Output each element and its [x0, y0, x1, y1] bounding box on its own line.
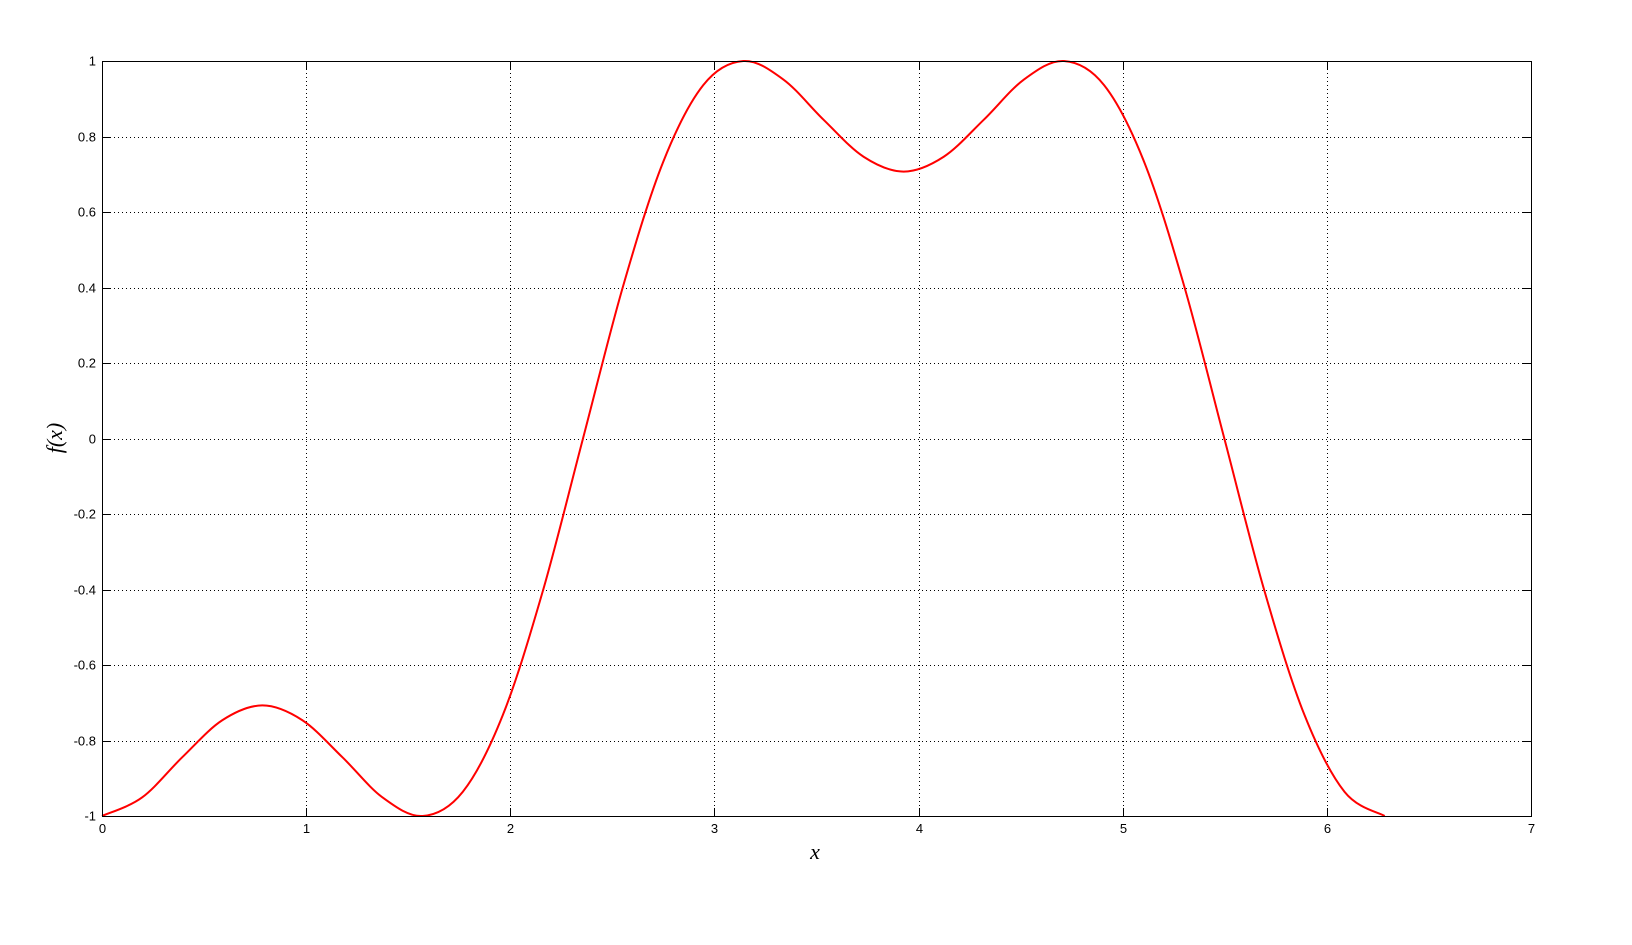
x-tick-label: 1	[303, 821, 310, 836]
y-tick-label: -0.2	[74, 507, 96, 522]
plot-frame	[102, 61, 1532, 817]
y-axis-label: f(x)	[42, 423, 67, 454]
series	[101, 59, 1386, 818]
y-tick-label: 0.4	[78, 281, 96, 296]
y-tick-label: 0.2	[78, 356, 96, 371]
series-line	[101, 59, 1386, 818]
y-tick-label: 0	[89, 432, 96, 447]
x-tick-label: 7	[1528, 821, 1535, 836]
y-tick-label: 0.6	[78, 205, 96, 220]
x-tick-label: 6	[1324, 821, 1331, 836]
y-tick-label: -0.8	[74, 734, 96, 749]
y-tick-label: -1	[84, 809, 96, 824]
x-tick-label: 0	[99, 821, 106, 836]
x-tick-label: 2	[507, 821, 514, 836]
y-tick-label: 1	[89, 54, 96, 69]
ticks: 0 1 2 3 4 5 6 7 -1 -0.8 -0.6 -0.4 -0.2 0 0.2 0.4 0.6 0.8 1	[74, 54, 1536, 837]
x-axis-label: x	[809, 839, 820, 864]
y-tick-label: -0.6	[74, 658, 96, 673]
x-tick-label: 5	[1120, 821, 1127, 836]
y-tick-label: 0.8	[78, 130, 96, 145]
x-tick-label: 4	[916, 821, 923, 836]
y-tick-label: -0.4	[74, 583, 96, 598]
grid	[102, 61, 1531, 816]
x-tick-label: 3	[711, 821, 718, 836]
